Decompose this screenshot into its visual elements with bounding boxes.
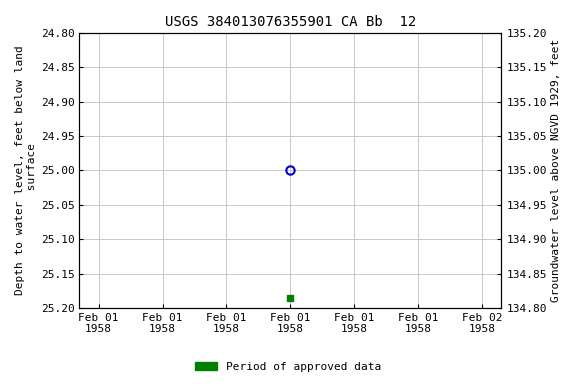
Legend: Period of approved data: Period of approved data [191, 358, 385, 377]
Title: USGS 384013076355901 CA Bb  12: USGS 384013076355901 CA Bb 12 [165, 15, 416, 29]
Y-axis label: Groundwater level above NGVD 1929, feet: Groundwater level above NGVD 1929, feet [551, 39, 561, 302]
Y-axis label: Depth to water level, feet below land
 surface: Depth to water level, feet below land su… [15, 46, 37, 295]
